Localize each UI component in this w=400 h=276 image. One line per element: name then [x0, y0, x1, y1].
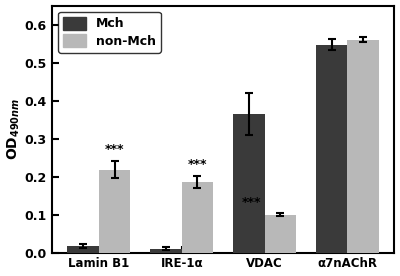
Bar [150, 249, 182, 253]
Text: ***: *** [242, 196, 262, 209]
Text: ***: *** [105, 144, 124, 156]
Bar [182, 182, 213, 253]
Text: ***: *** [188, 158, 207, 171]
Bar [99, 170, 130, 253]
Bar [316, 45, 347, 253]
Y-axis label: OD$_{490nm}$: OD$_{490nm}$ [6, 98, 22, 160]
Bar [68, 246, 99, 253]
Bar [233, 114, 264, 253]
Bar [264, 214, 296, 253]
Bar [347, 40, 379, 253]
Legend: Mch, non-Mch: Mch, non-Mch [58, 12, 160, 53]
